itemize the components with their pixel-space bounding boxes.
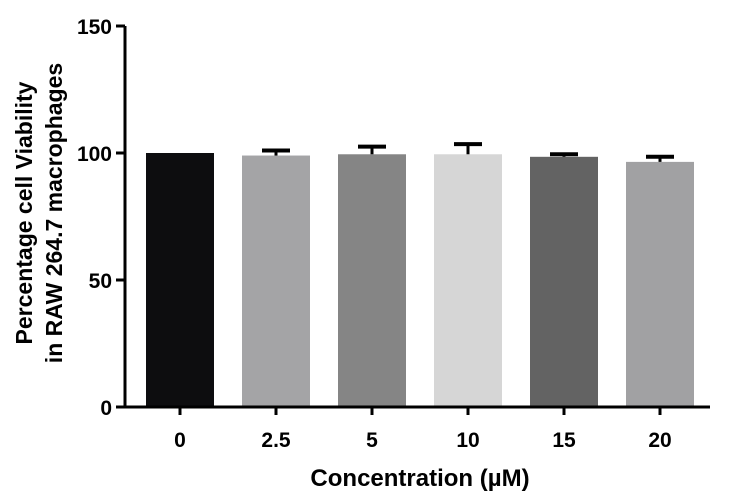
axes-layer [123, 26, 710, 409]
x-tick-label: 2.5 [261, 429, 291, 452]
bar-2.5 [242, 155, 310, 407]
y-axis-title-line-1: Percentage cell Viability [11, 81, 37, 344]
bar-20 [626, 161, 694, 407]
bar-5 [338, 154, 406, 407]
bar-0 [146, 153, 214, 407]
y-tick-label: 50 [89, 270, 112, 293]
x-tick-label: 5 [366, 429, 378, 452]
bars-layer [146, 153, 694, 407]
bar-15 [530, 156, 598, 407]
y-axis-title-line-2: in RAW 264.7 macrophages [41, 63, 67, 363]
x-tick-label: 20 [648, 429, 671, 452]
x-axis-title: Concentration (µM) [310, 465, 529, 492]
error-bars-layer [262, 142, 674, 162]
y-tick-label: 0 [100, 397, 112, 420]
y-ticks-layer: 0 50 100 150 [77, 16, 125, 420]
error-bar-15 [550, 152, 578, 157]
x-ticks-layer: 0 2.5 5 10 15 20 [174, 407, 672, 452]
error-bar-10 [454, 142, 482, 155]
y-tick-label: 150 [77, 16, 112, 39]
bar-10 [434, 154, 502, 407]
y-tick-label: 100 [77, 143, 112, 166]
x-tick-label: 10 [456, 429, 479, 452]
error-bar-5 [358, 144, 386, 155]
error-bar-2.5 [262, 148, 290, 156]
x-tick-label: 15 [552, 429, 576, 452]
x-tick-label: 0 [174, 429, 186, 452]
error-bar-20 [646, 154, 674, 162]
